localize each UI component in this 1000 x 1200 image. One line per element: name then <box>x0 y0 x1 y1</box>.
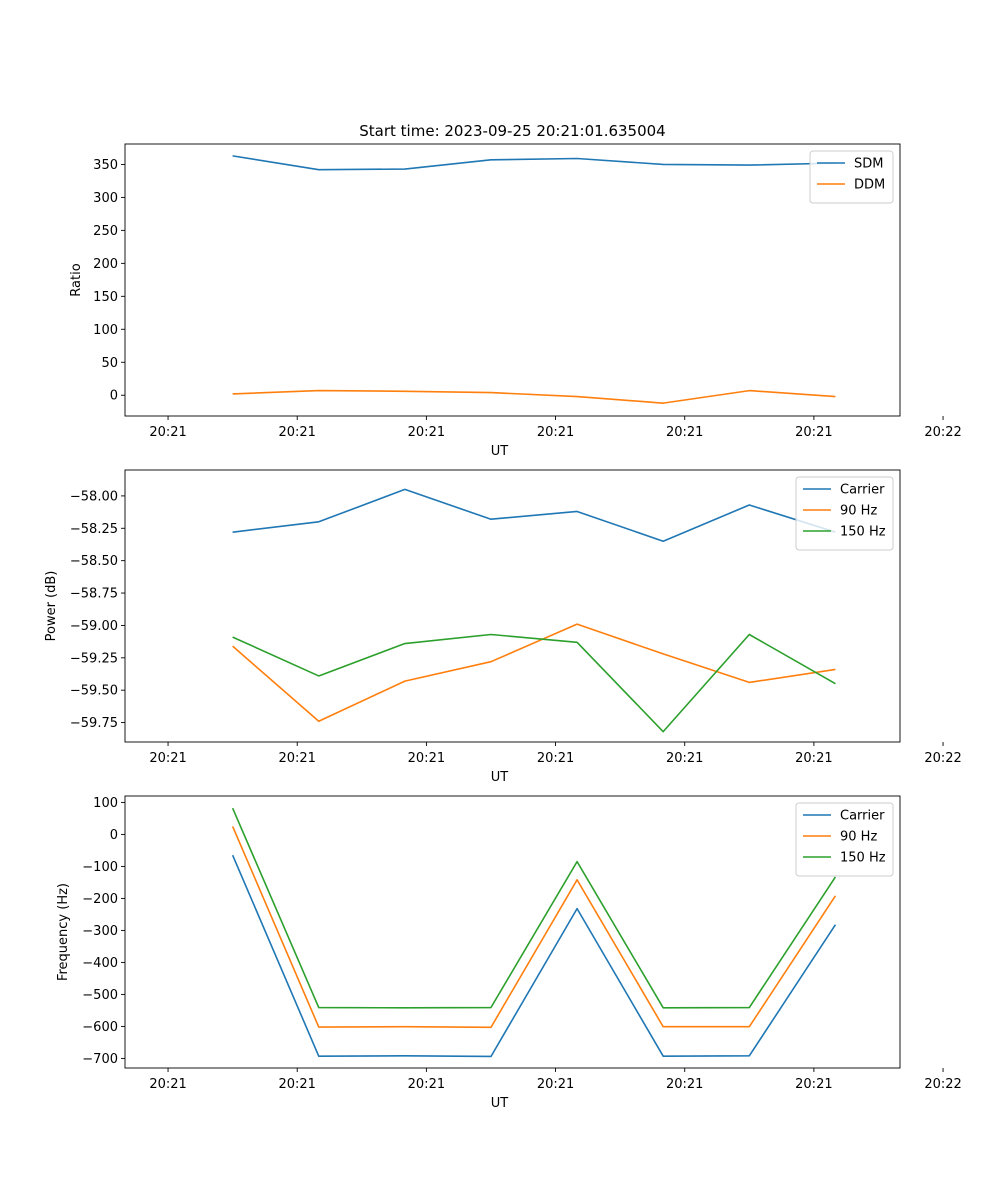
y-tick-label: −58.25 <box>70 522 118 537</box>
y-tick-label: 300 <box>93 191 118 206</box>
series-line-150-hz <box>231 807 837 1009</box>
x-tick-label: 20:21 <box>149 1077 186 1092</box>
legend: Carrier 90 Hz 150 Hz <box>795 802 894 877</box>
x-tick-label: 20:21 <box>795 425 832 440</box>
series-line-carrier <box>231 854 837 1058</box>
x-tick-label: 20:21 <box>149 425 186 440</box>
y-tick-label: −58.75 <box>70 587 118 602</box>
axes-frame <box>124 795 901 1069</box>
x-axis-label: UT <box>491 1096 509 1111</box>
x-axis-label: UT <box>491 770 509 785</box>
x-tick-label: 20:22 <box>924 751 961 766</box>
x-tick-label: 20:21 <box>278 425 315 440</box>
y-tick-label: −59.75 <box>70 716 118 731</box>
y-tick-label: 50 <box>101 356 118 371</box>
series-line-carrier <box>232 488 836 543</box>
y-axis-label: Frequency (Hz) <box>56 883 71 981</box>
y-tick-label: −58.00 <box>70 489 118 504</box>
y-tick-label: −700 <box>82 1052 118 1067</box>
y-tick-label: −200 <box>82 892 118 907</box>
axes-frame <box>124 143 901 417</box>
x-tick-label: 20:21 <box>795 751 832 766</box>
y-tick-label: 350 <box>93 158 118 173</box>
series-line-150-hz <box>232 633 836 733</box>
x-tick-label: 20:21 <box>278 751 315 766</box>
y-tick-label: −500 <box>82 988 118 1003</box>
y-tick-label: −600 <box>82 1020 118 1035</box>
chart-panel-1: 20:21 20:21 20:21 20:21 20:21 20:21 20:22 0 50 10… <box>69 143 962 459</box>
y-tick-label: 0 <box>110 828 118 843</box>
legend-label-150-hz: 150 Hz <box>840 851 886 866</box>
y-tick-label: −400 <box>82 956 118 971</box>
legend-box <box>809 150 894 204</box>
figure-title: Start time: 2023-09-25 20:21:01.635004 <box>359 122 665 140</box>
x-tick-label: 20:22 <box>924 1077 961 1092</box>
x-tick-label: 20:21 <box>278 1077 315 1092</box>
y-axis-label: Ratio <box>69 263 84 296</box>
y-tick-label: 100 <box>93 796 118 811</box>
x-tick-label: 20:21 <box>666 751 703 766</box>
legend-label-90-hz: 90 Hz <box>840 830 877 845</box>
series-line-90-hz <box>231 826 837 1029</box>
y-tick-label: 200 <box>93 257 118 272</box>
series-line-sdm <box>232 155 836 171</box>
x-tick-label: 20:21 <box>537 425 574 440</box>
y-tick-label: −59.25 <box>70 651 118 666</box>
x-tick-label: 20:21 <box>666 1077 703 1092</box>
x-tick-label: 20:21 <box>537 751 574 766</box>
y-tick-label: 150 <box>93 290 118 305</box>
x-tick-label: 20:21 <box>408 751 445 766</box>
legend-label-ddm: DDM <box>854 178 885 193</box>
x-tick-label: 20:21 <box>537 1077 574 1092</box>
legend: SDM DDM <box>809 150 894 204</box>
x-tick-label: 20:22 <box>924 425 961 440</box>
x-tick-label: 20:21 <box>149 751 186 766</box>
x-tick-label: 20:21 <box>408 1077 445 1092</box>
y-tick-label: −100 <box>82 860 118 875</box>
y-tick-label: −58.50 <box>70 554 118 569</box>
y-tick-label: 100 <box>93 323 118 338</box>
y-tick-label: 0 <box>110 389 118 404</box>
x-tick-label: 20:21 <box>408 425 445 440</box>
chart-panel-2: 20:21 20:21 20:21 20:21 20:21 20:21 20:22 −58.0… <box>44 469 962 785</box>
legend-label-90-hz: 90 Hz <box>840 504 877 519</box>
series-line-90-hz <box>232 623 836 723</box>
x-axis-label: UT <box>491 444 509 459</box>
y-axis-label: Power (dB) <box>44 571 59 642</box>
y-tick-label: −59.00 <box>70 619 118 634</box>
legend-label-sdm: SDM <box>854 157 883 172</box>
legend-label-carrier: Carrier <box>840 809 885 824</box>
series-line-ddm <box>232 389 836 404</box>
x-tick-label: 20:21 <box>666 425 703 440</box>
y-tick-label: −59.50 <box>70 684 118 699</box>
legend-label-150-hz: 150 Hz <box>840 525 886 540</box>
legend-label-carrier: Carrier <box>840 483 885 498</box>
axes-frame <box>124 469 901 743</box>
legend: Carrier 90 Hz 150 Hz <box>795 476 894 551</box>
y-tick-label: 250 <box>93 224 118 239</box>
chart-panel-3: 20:21 20:21 20:21 20:21 20:21 20:21 20:22 100 0 −… <box>56 795 962 1111</box>
x-tick-label: 20:21 <box>795 1077 832 1092</box>
y-tick-label: −300 <box>82 924 118 939</box>
